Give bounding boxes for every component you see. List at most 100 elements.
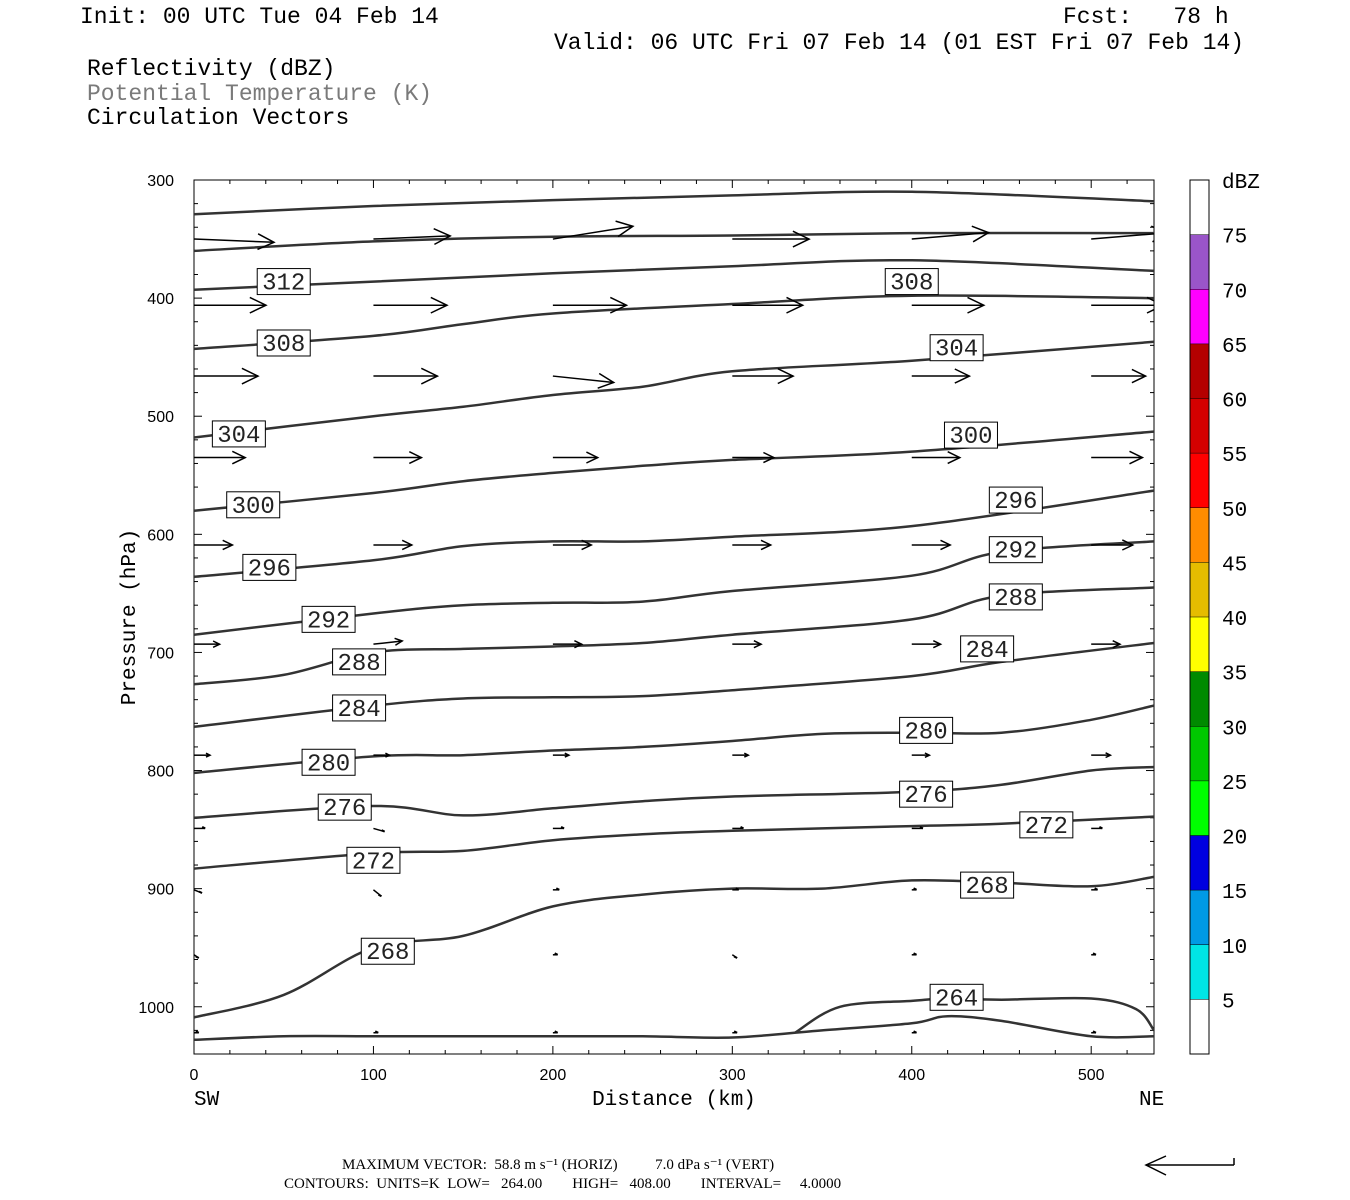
wind-vector [911,296,986,314]
contour-label: 304 [935,337,978,364]
isentrope-line [194,704,1154,775]
wind-vector [373,827,386,833]
contour-label: 264 [935,986,978,1013]
wind-vector [552,220,635,240]
contour-label: 292 [994,539,1037,566]
contour-label: 268 [966,874,1009,901]
y-tick-label: 600 [147,527,174,544]
wind-vector [732,230,811,248]
colorbar-label: 75 [1222,227,1247,250]
colorbar-swatch [1190,507,1209,563]
wind-vector [911,539,952,551]
isentrope-line [194,1014,1154,1042]
colorbar-label: 45 [1222,554,1247,577]
colorbar-label: 70 [1222,281,1247,304]
plot-frame [193,179,1155,1055]
contour-label-box [960,871,1015,899]
x-axis-label: Distance (km) [592,1089,756,1112]
isentrope-line [194,294,1154,351]
wind-vector [911,368,972,384]
max-vector-note: MAXIMUM VECTOR: 58.8 m s⁻¹ (HORIZ) 7.0 d… [342,1157,775,1173]
contour-label-box [943,421,998,449]
contour-label-box [960,635,1015,663]
y-axis-label: Pressure (hPa) [119,529,142,705]
wind-vector [194,367,260,385]
wind-vector [552,952,559,956]
contour-label-box [332,648,387,676]
wind-vector [373,752,392,758]
contour-label-box [929,334,984,362]
init-time: Init: 00 UTC Tue 04 Feb 14 [80,4,439,30]
contour-label-box [256,268,311,296]
field-circulation-vectors: Circulation Vectors [87,105,350,131]
wind-vector [911,451,962,465]
sw-label: SW [194,1089,220,1112]
colorbar-swatch [1190,944,1209,1000]
wind-vector [552,539,594,551]
wind-vector [194,889,203,894]
wind-vector [1091,640,1122,649]
contour-label-box [226,491,281,519]
contour-label: 280 [905,719,948,746]
wind-vector [194,296,268,314]
wind-vector [552,752,571,758]
contour-label-box [988,536,1043,564]
wind-vector [552,296,629,314]
wind-vector [1091,368,1148,384]
wind-vector [731,954,738,959]
x-tick-label: 500 [1078,1067,1105,1084]
wind-vector [1091,539,1135,551]
wind-vector [732,826,744,830]
contour-label: 272 [352,849,395,876]
wind-vector [194,450,247,465]
wind-vector [373,539,414,551]
colorbar-label: 55 [1222,445,1247,468]
colorbar-swatch [1190,726,1209,781]
wind-vector [552,451,600,464]
wind-vector [552,372,616,389]
y-tick-label: 800 [147,764,174,781]
wind-vector [911,225,991,243]
contour-label: 312 [262,271,305,298]
y-tick-label: 400 [147,291,174,308]
contour-label: 308 [890,271,933,298]
wind-vector [552,1030,559,1034]
x-tick-label: 400 [898,1067,925,1084]
colorbar-swatch [1190,562,1209,617]
colorbar-swatch [1190,180,1209,235]
contour-label: 300 [232,494,275,521]
wind-vector [911,1030,918,1034]
isentrope-line [194,765,1154,820]
wind-vector [194,539,235,551]
colorbar-label: 30 [1222,718,1247,741]
colorbar-label: 35 [1222,664,1247,687]
contour-label: 280 [307,751,350,778]
wind-vector [911,752,932,758]
colorbar-label: 40 [1222,609,1247,632]
wind-vector [911,887,918,891]
wind-vector [373,637,404,646]
isentrope-line [194,815,1154,870]
contour-label: 296 [248,556,291,583]
contour-label: 292 [307,608,350,635]
x-tick-label: 200 [540,1067,567,1084]
contour-label: 308 [262,332,305,359]
isentrope-line [194,258,1154,292]
wind-vector [552,640,584,649]
wind-vector [732,539,773,551]
y-tick-label: 1000 [138,1000,174,1017]
contour-label: 276 [323,796,366,823]
contour-label-box [1019,811,1074,839]
colorbar-label: 10 [1222,937,1247,960]
wind-vector [372,889,382,898]
wind-vector [373,451,424,465]
wind-vector [552,826,565,830]
colorbar-label: 60 [1222,391,1247,414]
contour-label-box [988,486,1043,514]
contour-label-box [988,583,1043,611]
contour-label: 296 [994,489,1037,516]
colorbar-title: dBZ [1222,172,1260,195]
colorbar-swatch [1190,343,1209,399]
wind-vector [194,826,206,830]
